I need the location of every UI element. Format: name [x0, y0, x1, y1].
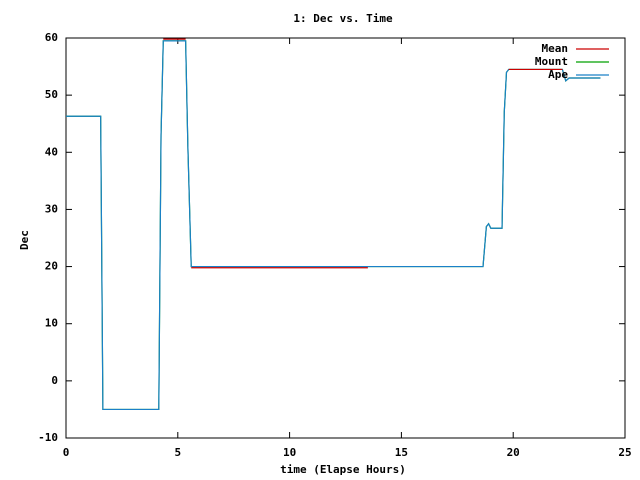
y-tick-label: 40	[45, 145, 58, 158]
legend-label: Mean	[542, 42, 569, 55]
x-tick-label: 10	[283, 446, 296, 459]
x-tick-label: 20	[507, 446, 520, 459]
y-tick-label: 30	[45, 202, 58, 215]
chart-title: 1: Dec vs. Time	[293, 12, 393, 25]
x-tick-label: 0	[63, 446, 70, 459]
y-tick-label: -10	[38, 431, 58, 444]
y-tick-label: 10	[45, 317, 58, 330]
plot-border	[65, 37, 626, 439]
y-tick-label: 60	[45, 31, 58, 44]
y-tick-label: 50	[45, 88, 58, 101]
x-axis-label: time (Elapse Hours)	[280, 463, 406, 476]
data-line	[163, 38, 563, 269]
x-tick-label: 25	[618, 446, 631, 459]
legend-label: Ape	[548, 68, 568, 81]
y-axis-label: Dec	[18, 230, 31, 250]
legend-label: Mount	[535, 55, 568, 68]
x-tick-label: 15	[395, 446, 408, 459]
y-tick-label: 20	[45, 260, 58, 273]
x-tick-label: 5	[174, 446, 181, 459]
y-tick-label: 0	[51, 374, 58, 387]
